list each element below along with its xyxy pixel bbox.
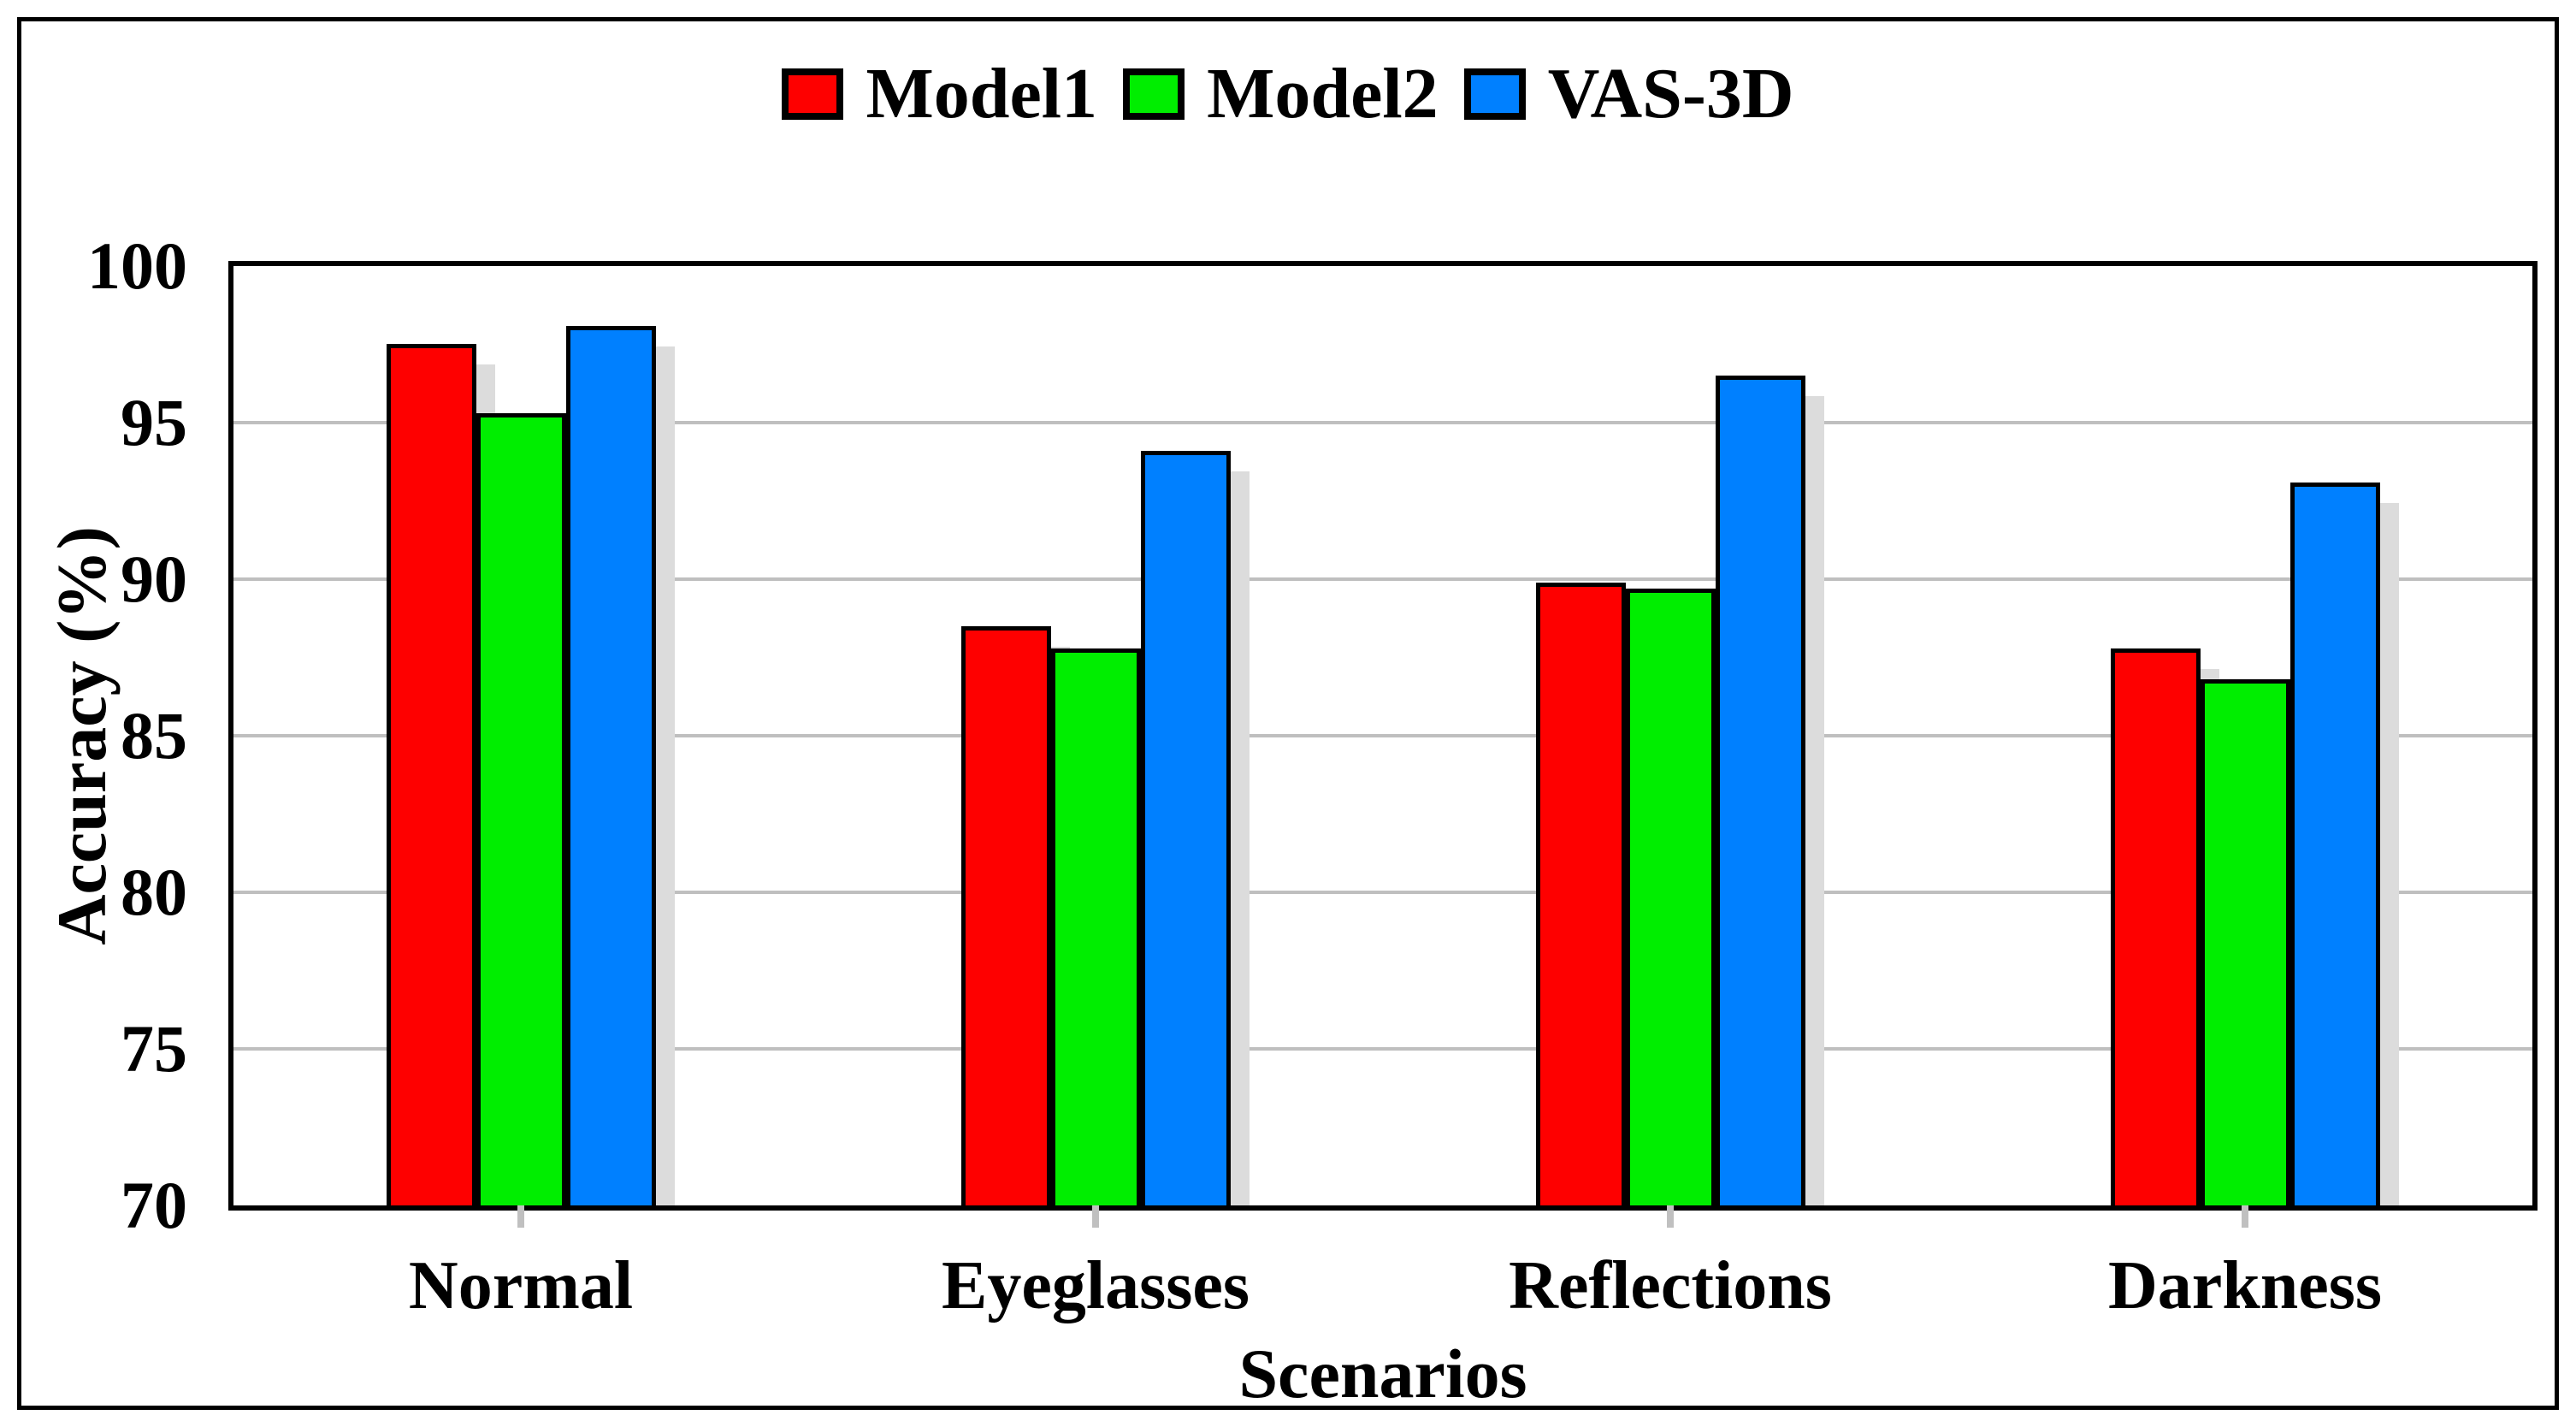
y-tick-label-95: 95: [121, 385, 187, 459]
legend-label: Model1: [866, 54, 1098, 133]
bar-group-reflections: [1535, 376, 1805, 1205]
legend-item-model2: Model2: [1123, 58, 1439, 130]
bar-model1-eyeglasses: [960, 626, 1051, 1205]
bar-group-eyeglasses: [960, 451, 1231, 1205]
y-tick-label-85: 85: [121, 698, 187, 773]
bar-vas-3d-reflections: [1715, 376, 1805, 1205]
gridline-85: [233, 734, 2532, 737]
x-tick-mark-darkness: [2242, 1205, 2248, 1228]
legend: Model1 Model2 VAS-3D: [0, 58, 2576, 130]
bar-model2-normal: [476, 413, 566, 1205]
legend-item-model1: Model1: [782, 58, 1097, 130]
bar-model2-darkness: [2200, 679, 2290, 1205]
bar-model2-eyeglasses: [1050, 648, 1141, 1205]
y-tick-label-90: 90: [121, 542, 187, 616]
legend-swatch-icon: [1123, 68, 1185, 120]
gridline-75: [233, 1047, 2532, 1051]
legend-label: VAS-3D: [1547, 54, 1794, 133]
bar-model1-darkness: [2110, 648, 2201, 1205]
legend-item-vas-3d: VAS-3D: [1463, 54, 1794, 133]
x-axis-title: Scenarios: [1238, 1335, 1527, 1412]
y-tick-label-70: 70: [121, 1168, 187, 1242]
legend-swatch-icon: [782, 68, 844, 120]
bar-group-normal: [386, 326, 656, 1205]
bar-model2-reflections: [1625, 589, 1716, 1205]
x-tick-mark-eyeglasses: [1092, 1205, 1099, 1228]
y-tick-label-100: 100: [87, 228, 187, 303]
x-tick-mark-normal: [517, 1205, 524, 1228]
y-tick-label-80: 80: [121, 855, 187, 929]
legend-label: Model2: [1207, 54, 1439, 133]
gridline-95: [233, 421, 2532, 424]
bar-group-darkness: [2110, 483, 2380, 1205]
bar-model1-normal: [386, 344, 476, 1205]
x-category-label-reflections: Reflections: [1509, 1248, 1832, 1323]
bar-vas-3d-eyeglasses: [1140, 451, 1231, 1205]
y-axis-title: Accuracy (%): [43, 526, 121, 945]
bar-vas-3d-normal: [565, 326, 656, 1205]
x-category-label-normal: Normal: [408, 1248, 634, 1323]
bar-model1-reflections: [1535, 583, 1626, 1205]
x-tick-mark-reflections: [1667, 1205, 1674, 1228]
plot-area: [228, 261, 2538, 1211]
x-category-label-darkness: Darkness: [2107, 1248, 2383, 1323]
y-tick-label-75: 75: [121, 1011, 187, 1086]
legend-swatch-icon: [1463, 68, 1526, 120]
x-category-label-eyeglasses: Eyeglasses: [942, 1248, 1250, 1323]
gridline-90: [233, 577, 2532, 581]
gridline-80: [233, 891, 2532, 894]
bar-vas-3d-darkness: [2289, 483, 2380, 1205]
